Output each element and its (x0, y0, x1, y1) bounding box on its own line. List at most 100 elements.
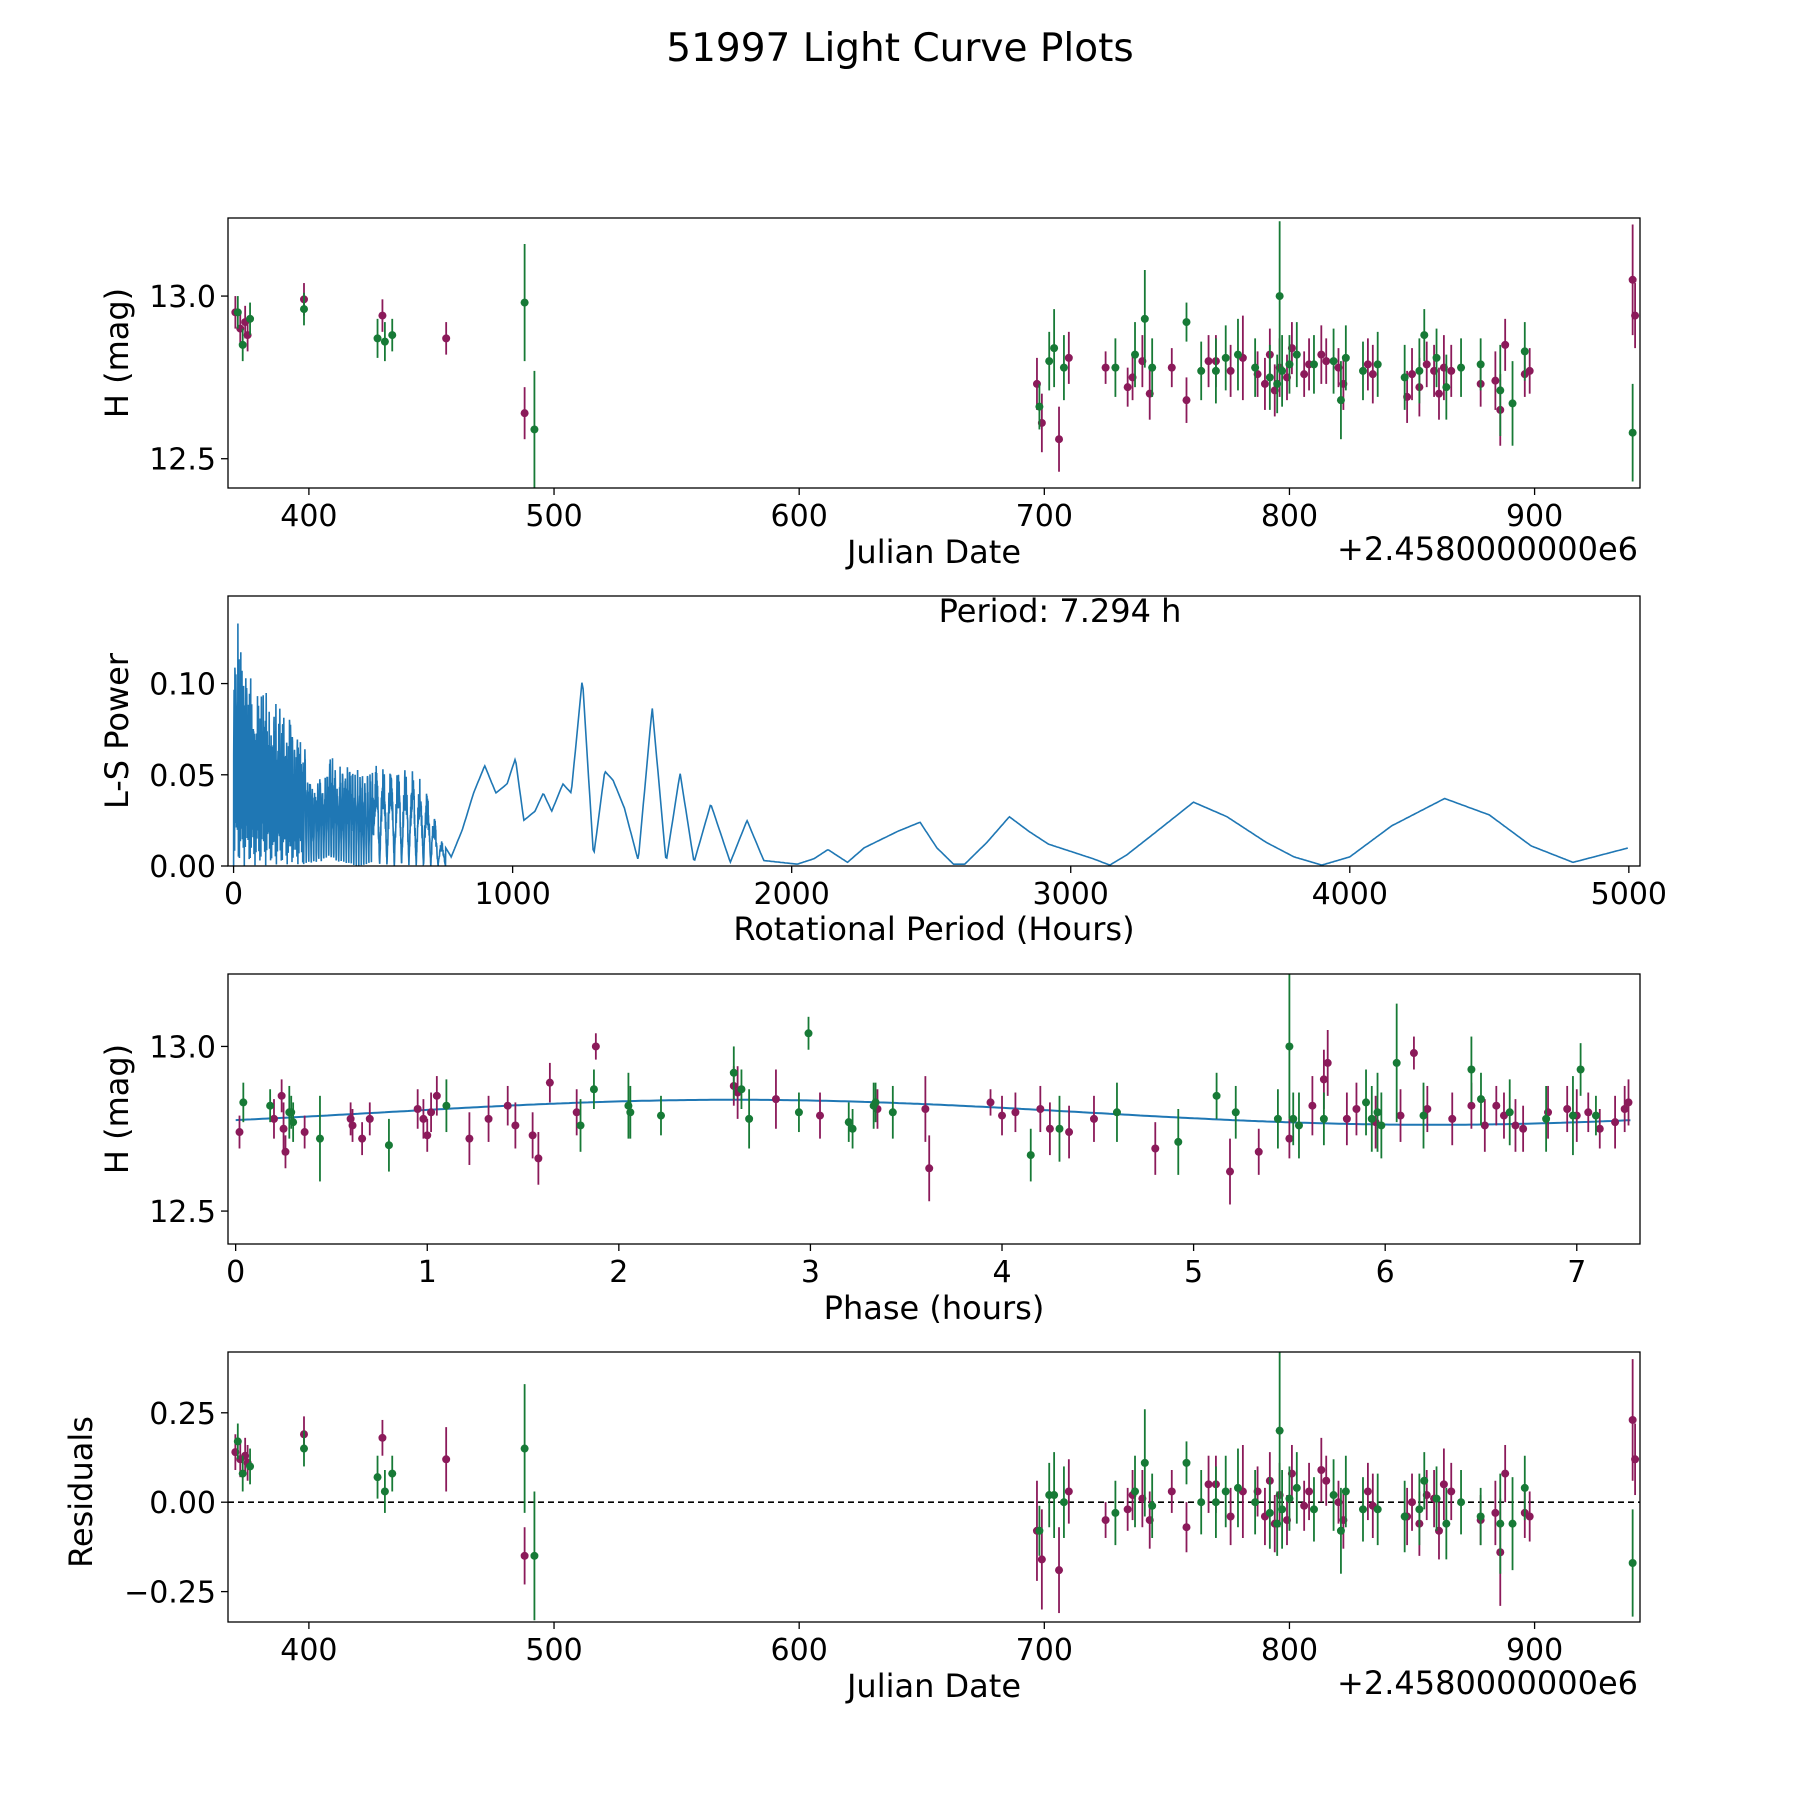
g-point (1111, 363, 1120, 372)
r-point (1624, 1098, 1633, 1107)
x-tick-label: 600 (771, 1633, 828, 1668)
g-point (1476, 360, 1485, 369)
g-point (1309, 360, 1318, 369)
x-tick-label: 500 (525, 1633, 582, 1668)
r-point (442, 334, 451, 343)
r-point (1447, 366, 1456, 375)
r-point (1422, 360, 1431, 369)
g-point (1059, 1498, 1068, 1507)
g-point (388, 1469, 397, 1478)
res-axes-frame (227, 1351, 1641, 1623)
r-point (1423, 1105, 1432, 1113)
r-point (1563, 1105, 1572, 1113)
x-tick-label: 0 (226, 1255, 245, 1290)
r-point (925, 1164, 934, 1173)
g-point (1419, 1111, 1428, 1120)
r-point (1491, 1508, 1500, 1517)
r-point (1409, 1049, 1418, 1058)
g-point (729, 1068, 738, 1077)
r-point (1434, 389, 1443, 398)
r-point (1501, 1469, 1510, 1478)
g-point (373, 334, 382, 343)
y-tick-label: 0.10 (149, 668, 216, 703)
r-point (1519, 1124, 1528, 1133)
g-point (289, 1118, 298, 1127)
r-point (1525, 366, 1534, 375)
x-tick-label: 1000 (474, 877, 550, 912)
r-point (1467, 1101, 1476, 1110)
r-point (300, 1128, 309, 1137)
g-point (1140, 314, 1149, 323)
g-point (626, 1108, 635, 1117)
r-point (1595, 1124, 1604, 1133)
g-point (1309, 1505, 1318, 1514)
r-point (1167, 363, 1176, 372)
g-point (1542, 1114, 1551, 1123)
g-point (1373, 1108, 1382, 1117)
r-point (1065, 1128, 1074, 1137)
r-point (1101, 1516, 1110, 1525)
g-point (1415, 1505, 1424, 1514)
y-tick-label: 0.00 (149, 850, 216, 885)
g-point (1415, 366, 1424, 375)
r-point (1226, 366, 1235, 375)
g-point (1628, 428, 1637, 437)
ls-plot-area (232, 623, 1629, 866)
phase-xlabel: Phase (hours) (824, 1289, 1045, 1327)
g-point (1457, 1498, 1466, 1507)
r-point (1368, 370, 1377, 379)
g-point (1358, 1505, 1367, 1514)
g-point (442, 1101, 451, 1110)
g-point (1336, 1526, 1345, 1535)
g-point (1035, 1526, 1044, 1535)
g-point (1432, 1494, 1441, 1503)
g-point (1362, 1098, 1371, 1107)
g-point (1285, 1042, 1294, 1051)
g-point (1059, 363, 1068, 372)
r-point (1182, 396, 1191, 405)
ls-ylabel: L-S Power (98, 652, 136, 809)
x-tick-label: 5000 (1591, 877, 1667, 912)
y-tick-label: 0.25 (149, 1397, 216, 1432)
res-xlabel: Julian Date (845, 1667, 1021, 1705)
r-point (528, 1131, 537, 1140)
g-point (1336, 396, 1345, 405)
g-point (520, 298, 529, 307)
g-point (1275, 292, 1284, 301)
r-point (1620, 1105, 1629, 1113)
r-point (1363, 1487, 1372, 1496)
x-tick-label: 4000 (1312, 877, 1388, 912)
ls-xlabel: Rotational Period (Hours) (733, 910, 1134, 948)
fit-curve (235, 1098, 1631, 1126)
g-point (1111, 1508, 1120, 1517)
r-point (1300, 1501, 1309, 1510)
r-point (545, 1078, 554, 1087)
r-point (921, 1105, 930, 1113)
g-point (1520, 1483, 1529, 1492)
r-point (1317, 350, 1326, 359)
g-point (1420, 1476, 1429, 1485)
g-point (1211, 366, 1220, 375)
r-point (986, 1098, 995, 1107)
g-point (1442, 1519, 1451, 1528)
x-tick-label: 900 (1506, 1633, 1563, 1668)
r-point (520, 1551, 529, 1560)
r-point (1511, 1121, 1520, 1130)
r-point (427, 1108, 436, 1117)
x-tick-label: 3 (801, 1255, 820, 1290)
g-point (1211, 1498, 1220, 1507)
r-point (1300, 370, 1309, 379)
g-point (656, 1111, 665, 1120)
g-point (380, 1487, 389, 1496)
g-point (388, 331, 397, 340)
r-point (365, 1114, 374, 1123)
g-point (238, 1469, 247, 1478)
g-point (1197, 1498, 1206, 1507)
r-point (1628, 1415, 1637, 1424)
r-point (1396, 1111, 1405, 1120)
g-point (1520, 347, 1529, 356)
r-point (1447, 1487, 1456, 1496)
g-point (1442, 383, 1451, 392)
panel-residuals: 400 500 600 700 800 900 −0.25 0.00 0.25 Julian D… (62, 1351, 1641, 1705)
g-point (1035, 402, 1044, 411)
